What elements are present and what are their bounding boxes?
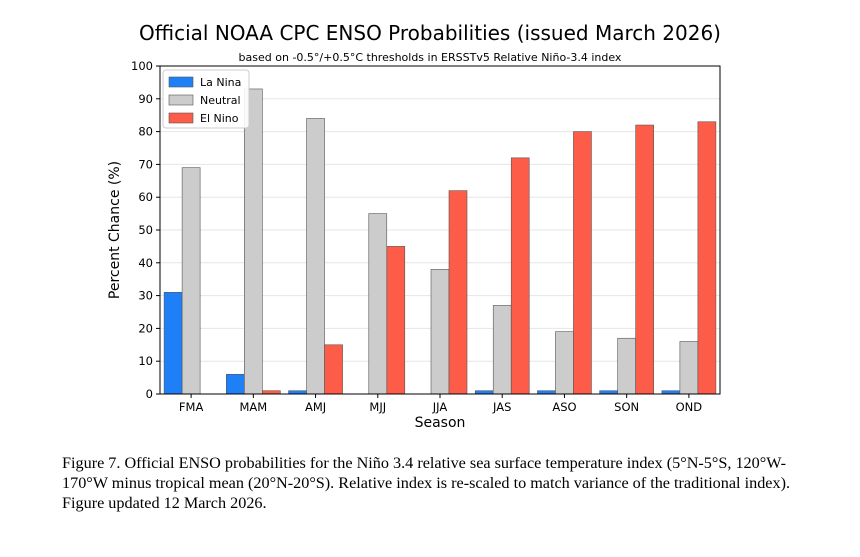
y-tick-label: 30 — [138, 289, 153, 303]
y-tick-label: 10 — [138, 354, 153, 368]
legend: La Nina Neutral El Nino — [162, 69, 250, 129]
bar-neutral-fma — [181, 167, 201, 395]
chart-subtitle: based on -0.5°/+0.5°C thresholds in ERSS… — [239, 51, 622, 64]
x-tick-label: JJA — [432, 400, 448, 414]
enso-probability-chart: Official NOAA CPC ENSO Probabilities (is… — [107, 21, 721, 431]
x-tick-label: MJJ — [369, 400, 386, 414]
legend-label: Neutral — [200, 94, 241, 107]
x-tick-label: FMA — [179, 400, 204, 414]
y-axis-label: Percent Chance (%) — [107, 161, 123, 299]
y-tick-label: 60 — [138, 190, 153, 204]
bar-la-nina-fma — [163, 292, 183, 395]
y-tick-label: 80 — [138, 125, 153, 139]
bars — [163, 88, 717, 395]
bar-neutral-jja — [430, 269, 450, 395]
legend-label: El Nino — [200, 112, 239, 125]
legend-swatch — [168, 94, 194, 106]
bar-neutral-son — [617, 337, 636, 395]
x-tick-label: ASO — [552, 400, 576, 414]
x-tick-label: AMJ — [305, 400, 326, 414]
x-tick-label: SON — [614, 400, 639, 414]
bar-neutral-mjj — [368, 213, 388, 395]
bar-neutral-aso — [555, 331, 574, 395]
y-tick-label: 70 — [138, 157, 153, 171]
bar-el-nino-aso — [573, 131, 592, 395]
legend-swatch — [168, 76, 194, 88]
bar-neutral-amj — [306, 118, 325, 395]
bar-el-nino-ond — [697, 121, 717, 395]
x-axis-ticks: FMA MAM AMJ MJJ JJA JAS ASO SON OND — [179, 394, 702, 414]
figure-caption: Figure 7. Official ENSO probabilities fo… — [62, 454, 791, 512]
bar-el-nino-amj — [324, 344, 343, 395]
y-axis-ticks: 0 10 20 30 40 50 60 70 80 90 100 — [131, 59, 160, 401]
x-tick-label: MAM — [239, 400, 267, 414]
bar-el-nino-son — [635, 124, 654, 395]
bar-la-nina-mam — [226, 374, 245, 395]
x-tick-label: OND — [676, 400, 703, 414]
bar-el-nino-mjj — [386, 246, 406, 395]
bar-neutral-jas — [492, 305, 512, 395]
legend-label: La Nina — [200, 76, 241, 89]
bar-el-nino-jas — [510, 157, 530, 395]
y-tick-label: 50 — [138, 223, 153, 237]
y-tick-label: 90 — [138, 92, 153, 106]
y-tick-label: 0 — [146, 387, 153, 401]
chart-title: Official NOAA CPC ENSO Probabilities (is… — [139, 21, 721, 45]
bar-el-nino-jja — [448, 190, 468, 395]
y-tick-label: 20 — [138, 321, 153, 335]
legend-swatch — [168, 112, 194, 124]
x-axis-label: Season — [415, 415, 466, 431]
y-tick-label: 40 — [138, 256, 153, 270]
bar-neutral-mam — [244, 88, 263, 395]
x-tick-label: JAS — [492, 400, 511, 414]
bar-neutral-ond — [679, 341, 699, 395]
y-tick-label: 100 — [131, 59, 153, 73]
